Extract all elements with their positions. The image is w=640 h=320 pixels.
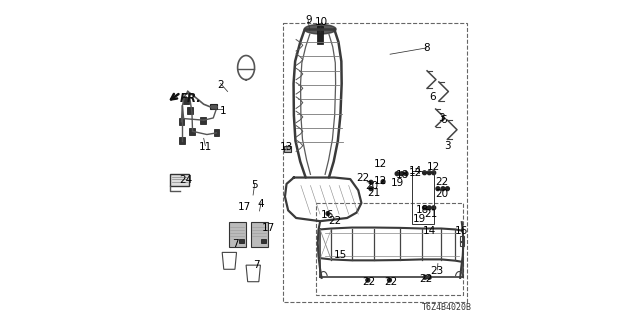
Polygon shape: [170, 174, 189, 187]
Text: 19: 19: [391, 178, 404, 188]
Text: 24: 24: [179, 175, 192, 185]
Circle shape: [436, 187, 440, 191]
Text: 22: 22: [419, 274, 433, 284]
Text: 10: 10: [315, 17, 328, 28]
Text: 1: 1: [220, 106, 227, 116]
Polygon shape: [183, 97, 189, 104]
Text: 14: 14: [422, 226, 436, 236]
Text: 17: 17: [238, 202, 251, 212]
Text: 2: 2: [218, 80, 224, 90]
Circle shape: [423, 275, 427, 279]
Circle shape: [422, 206, 426, 210]
Text: 21: 21: [367, 188, 380, 198]
Circle shape: [388, 278, 392, 282]
Text: 6: 6: [440, 116, 447, 125]
Text: 12: 12: [374, 176, 387, 186]
Text: 22: 22: [385, 277, 397, 287]
Text: 5: 5: [252, 180, 258, 190]
Circle shape: [369, 187, 373, 191]
Polygon shape: [200, 117, 206, 124]
Text: 12: 12: [409, 168, 422, 178]
Circle shape: [441, 187, 445, 191]
Text: 12: 12: [427, 162, 440, 172]
Polygon shape: [284, 146, 291, 152]
Circle shape: [366, 278, 370, 282]
Text: 21: 21: [424, 209, 438, 219]
Polygon shape: [210, 104, 217, 109]
Polygon shape: [251, 222, 268, 247]
Text: 22: 22: [362, 277, 376, 287]
Text: FR.: FR.: [180, 92, 202, 105]
Text: 18: 18: [396, 170, 409, 180]
Text: 6: 6: [429, 92, 435, 102]
Text: 16: 16: [454, 226, 468, 236]
Circle shape: [428, 206, 431, 210]
Polygon shape: [317, 26, 323, 44]
Circle shape: [326, 212, 330, 215]
Text: 3: 3: [438, 113, 444, 123]
Circle shape: [445, 187, 449, 191]
Circle shape: [399, 172, 403, 176]
Text: 22: 22: [435, 177, 449, 187]
Text: 14: 14: [408, 165, 422, 175]
Text: 8: 8: [424, 43, 430, 53]
Polygon shape: [189, 128, 195, 135]
Circle shape: [369, 180, 373, 184]
Text: 3: 3: [444, 141, 451, 151]
Text: 23: 23: [431, 266, 444, 276]
Polygon shape: [179, 137, 185, 144]
Text: 16: 16: [321, 210, 334, 220]
Circle shape: [432, 206, 436, 210]
Text: 9: 9: [305, 15, 312, 26]
Text: 12: 12: [374, 159, 387, 169]
Text: 22: 22: [356, 173, 369, 183]
Polygon shape: [239, 239, 244, 243]
Polygon shape: [179, 118, 184, 125]
Circle shape: [428, 275, 431, 279]
Polygon shape: [214, 129, 220, 136]
Polygon shape: [187, 107, 193, 114]
Text: 13: 13: [280, 142, 293, 152]
Text: 20: 20: [435, 189, 449, 199]
Text: 18: 18: [416, 205, 429, 215]
Polygon shape: [228, 222, 246, 247]
Polygon shape: [261, 239, 266, 243]
Text: 17: 17: [262, 222, 275, 233]
Text: 22: 22: [329, 216, 342, 226]
Text: T6Z4B4020B: T6Z4B4020B: [422, 303, 472, 312]
Circle shape: [381, 180, 385, 184]
Text: 7: 7: [232, 239, 239, 249]
Text: 15: 15: [334, 250, 348, 260]
Circle shape: [422, 171, 426, 175]
Circle shape: [432, 171, 436, 175]
Circle shape: [395, 172, 399, 176]
Text: 20: 20: [365, 181, 378, 191]
Circle shape: [428, 171, 431, 175]
Text: 19: 19: [413, 214, 426, 224]
Text: 7: 7: [253, 260, 260, 269]
Text: 4: 4: [258, 199, 264, 209]
Circle shape: [404, 172, 408, 176]
Text: 11: 11: [198, 142, 212, 152]
